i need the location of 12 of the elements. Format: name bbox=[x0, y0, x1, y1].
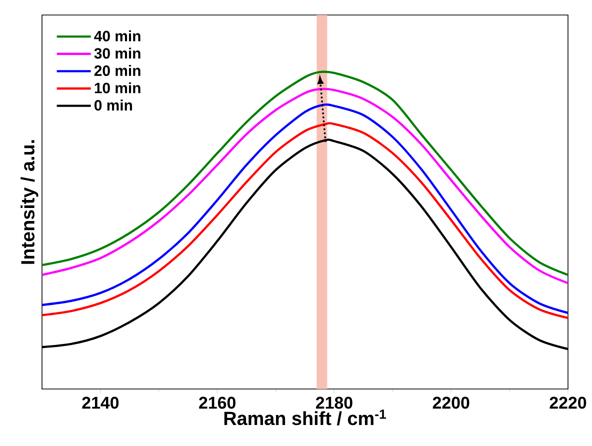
x-tick-label: 2140 bbox=[82, 396, 119, 409]
x-tick-label: 2180 bbox=[316, 396, 352, 409]
x-axis-title: Raman shift / cm$^{-1}$ bbox=[224, 410, 386, 426]
legend-label: 30 min bbox=[94, 48, 140, 59]
legend-label: 10 min bbox=[94, 82, 140, 94]
y-axis-title: Intensity / a.u. bbox=[20, 140, 38, 264]
x-tick-label: 2200 bbox=[432, 396, 470, 409]
legend-label: 0 min bbox=[94, 100, 132, 111]
x-tick-label: 2160 bbox=[199, 396, 236, 409]
legend-label: 40 min bbox=[94, 30, 140, 42]
x-tick-label: 2220 bbox=[550, 396, 586, 409]
legend-label: 20 min bbox=[94, 65, 140, 76]
